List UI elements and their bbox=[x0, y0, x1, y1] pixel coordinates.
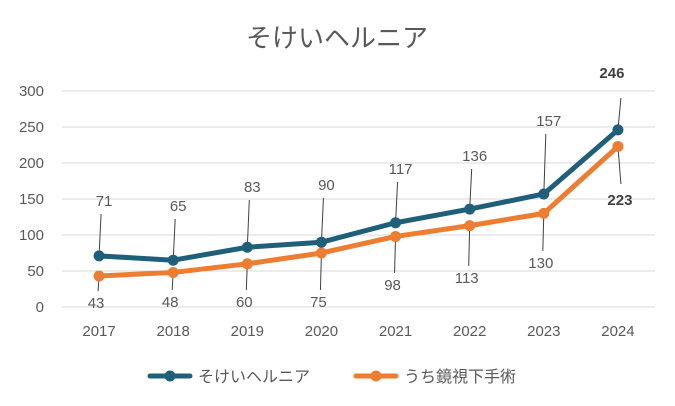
data-label: 83 bbox=[244, 179, 261, 196]
data-label: 43 bbox=[88, 295, 105, 312]
series-line-1 bbox=[96, 143, 621, 279]
leader-line bbox=[320, 197, 324, 243]
legend-marker-0 bbox=[164, 370, 176, 382]
y-tick-label: 50 bbox=[27, 263, 44, 280]
data-label: 60 bbox=[236, 294, 253, 311]
data-point bbox=[390, 230, 402, 242]
data-point bbox=[241, 258, 253, 270]
data-labels: 71 65 83 90 117 136 157 246 43 48 60 75 98 113 130 223 bbox=[88, 65, 633, 312]
data-point bbox=[390, 217, 402, 229]
leader-line bbox=[319, 252, 322, 291]
data-label: 65 bbox=[170, 198, 187, 215]
series-lines bbox=[93, 124, 624, 282]
data-label: 71 bbox=[96, 193, 113, 210]
y-tick-label: 300 bbox=[19, 83, 44, 100]
legend-label-1: うち鏡視下手術 bbox=[404, 367, 516, 386]
data-point bbox=[612, 140, 624, 152]
data-point bbox=[241, 241, 253, 253]
series-line-0 bbox=[96, 127, 621, 263]
data-point bbox=[315, 236, 327, 248]
y-tick-label: 150 bbox=[19, 191, 44, 208]
data-point bbox=[464, 220, 476, 232]
data-label: 246 bbox=[599, 65, 624, 82]
data-point bbox=[315, 247, 327, 259]
leader-line bbox=[395, 181, 399, 223]
y-tick-label: 0 bbox=[36, 299, 44, 316]
leader-line bbox=[543, 133, 547, 194]
x-tick-label: 2021 bbox=[379, 323, 412, 340]
leader-line bbox=[617, 146, 622, 185]
y-tick-label: 100 bbox=[19, 227, 44, 244]
data-point bbox=[167, 266, 179, 278]
leader-line bbox=[469, 168, 473, 210]
leader-line bbox=[98, 213, 102, 256]
x-tick-label: 2022 bbox=[453, 323, 486, 340]
data-label: 136 bbox=[462, 148, 487, 165]
x-tick-label: 2019 bbox=[231, 323, 264, 340]
data-label: 90 bbox=[318, 177, 335, 194]
data-point bbox=[538, 188, 550, 200]
data-point bbox=[538, 207, 550, 219]
leader-line bbox=[172, 218, 176, 261]
x-tick-label: 2020 bbox=[305, 323, 338, 340]
legend-marker-1 bbox=[370, 370, 382, 382]
leader-line bbox=[542, 213, 545, 252]
data-label: 157 bbox=[536, 113, 561, 130]
x-axis: 2017 2018 2019 2020 2021 2022 2023 2024 bbox=[82, 323, 634, 340]
y-tick-label: 250 bbox=[19, 119, 44, 136]
data-label: 98 bbox=[384, 277, 401, 294]
y-tick-label: 200 bbox=[19, 155, 44, 172]
leader-line bbox=[246, 199, 250, 248]
chart-title: そけいヘルニア bbox=[246, 23, 428, 53]
data-label: 48 bbox=[162, 294, 179, 311]
x-tick-label: 2024 bbox=[601, 323, 634, 340]
data-label: 130 bbox=[528, 255, 553, 272]
x-tick-label: 2023 bbox=[527, 323, 560, 340]
data-point bbox=[93, 270, 105, 282]
data-point bbox=[93, 250, 105, 262]
x-tick-label: 2018 bbox=[157, 323, 190, 340]
legend: そけいヘルニア うち鏡視下手術 bbox=[147, 367, 516, 386]
y-axis: 0 50 100 150 200 250 300 bbox=[19, 83, 44, 316]
legend-label-0: そけいヘルニア bbox=[198, 369, 310, 386]
leader-line bbox=[394, 236, 397, 274]
data-point bbox=[612, 124, 624, 136]
leader-line bbox=[468, 225, 471, 267]
data-label: 113 bbox=[455, 270, 479, 287]
data-point bbox=[464, 203, 476, 215]
data-point bbox=[167, 254, 179, 266]
label-leader-lines bbox=[97, 97, 622, 292]
data-label: 117 bbox=[389, 161, 413, 178]
x-tick-label: 2017 bbox=[82, 323, 115, 340]
data-label: 75 bbox=[310, 294, 327, 311]
data-label: 223 bbox=[607, 192, 632, 209]
